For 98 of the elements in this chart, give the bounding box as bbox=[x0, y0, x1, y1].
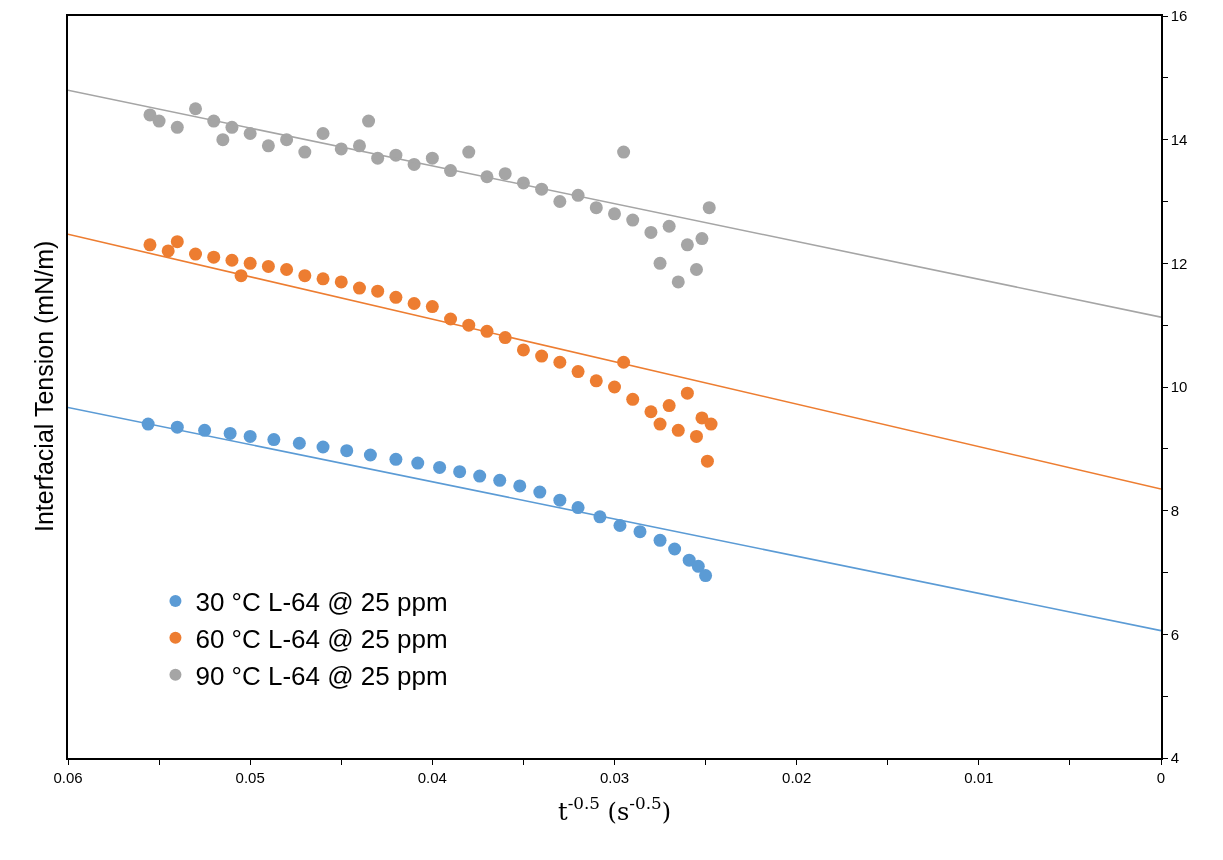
y-tick-label: 8 bbox=[1170, 501, 1180, 519]
x-tick-label: 0.02 bbox=[782, 768, 812, 786]
point bbox=[280, 263, 294, 277]
point bbox=[216, 133, 230, 147]
point bbox=[207, 250, 221, 264]
point bbox=[243, 429, 257, 443]
point bbox=[371, 284, 385, 298]
point bbox=[316, 440, 330, 454]
point bbox=[389, 290, 403, 304]
x-tick-label: 0.06 bbox=[53, 768, 83, 786]
y-tick-label: 4 bbox=[1170, 749, 1180, 767]
point bbox=[433, 460, 447, 474]
y-tick-label: 10 bbox=[1170, 378, 1188, 396]
point bbox=[699, 569, 713, 583]
point bbox=[589, 374, 603, 388]
x-tick-label: 0.04 bbox=[417, 768, 447, 786]
point bbox=[680, 238, 694, 252]
point bbox=[411, 456, 425, 470]
point bbox=[533, 485, 547, 499]
point bbox=[243, 256, 257, 270]
point bbox=[316, 272, 330, 286]
point bbox=[695, 232, 709, 246]
point bbox=[267, 433, 281, 447]
point bbox=[407, 297, 421, 311]
point bbox=[170, 120, 184, 134]
point bbox=[700, 454, 714, 468]
point bbox=[170, 235, 184, 249]
point bbox=[462, 145, 476, 159]
point bbox=[613, 519, 627, 532]
point bbox=[689, 429, 703, 443]
y-tick-label: 6 bbox=[1170, 625, 1180, 643]
point bbox=[626, 392, 640, 406]
x-axis-title: t$^{-0.5}$ (s$^{-0.5}$) bbox=[557, 793, 672, 826]
point bbox=[316, 126, 330, 140]
point bbox=[702, 201, 716, 215]
point bbox=[453, 465, 467, 479]
point bbox=[498, 167, 512, 181]
y-axis-title: Interfacial Tension (mN/m) bbox=[30, 240, 58, 532]
point bbox=[571, 365, 585, 379]
point bbox=[633, 525, 647, 539]
point bbox=[653, 256, 667, 270]
point bbox=[161, 244, 175, 258]
point bbox=[189, 102, 203, 116]
point bbox=[689, 263, 703, 277]
point bbox=[223, 426, 237, 440]
y-tick-label: 16 bbox=[1170, 7, 1188, 25]
point bbox=[668, 542, 682, 556]
point bbox=[261, 139, 275, 153]
point bbox=[608, 380, 621, 394]
point bbox=[493, 473, 507, 487]
point bbox=[143, 238, 157, 252]
point bbox=[626, 213, 640, 227]
point bbox=[535, 349, 549, 363]
point bbox=[662, 399, 676, 413]
point bbox=[653, 417, 667, 431]
point bbox=[608, 207, 621, 221]
point bbox=[425, 300, 439, 314]
point bbox=[589, 201, 603, 215]
point bbox=[473, 469, 487, 483]
point bbox=[617, 145, 631, 159]
point bbox=[553, 355, 567, 369]
point bbox=[261, 259, 275, 273]
x-tick-label: 0 bbox=[1156, 768, 1166, 786]
point bbox=[298, 269, 312, 283]
point bbox=[644, 405, 658, 419]
point bbox=[680, 386, 694, 400]
point bbox=[671, 423, 685, 437]
y-tick-label: 12 bbox=[1170, 254, 1188, 272]
point bbox=[671, 275, 685, 289]
point bbox=[298, 145, 312, 159]
x-tick-label: 0.03 bbox=[599, 768, 630, 786]
point bbox=[363, 448, 377, 462]
legend-label: 90 °C L-64 @ 25 ppm bbox=[195, 660, 448, 691]
point bbox=[513, 479, 527, 493]
point bbox=[662, 219, 676, 233]
point bbox=[704, 417, 718, 431]
point bbox=[243, 126, 257, 140]
point bbox=[152, 114, 166, 128]
point bbox=[653, 533, 667, 547]
y-tick-label: 14 bbox=[1170, 130, 1188, 148]
point bbox=[553, 493, 567, 507]
point bbox=[362, 114, 376, 128]
point bbox=[553, 195, 567, 208]
point bbox=[425, 151, 439, 165]
point bbox=[691, 559, 705, 573]
legend-label: 30 °C L-64 @ 25 ppm bbox=[195, 587, 448, 618]
point bbox=[225, 253, 239, 267]
point bbox=[189, 247, 203, 261]
point bbox=[516, 343, 530, 357]
x-tick-label: 0.05 bbox=[235, 768, 265, 786]
point bbox=[292, 436, 306, 450]
point bbox=[352, 281, 366, 295]
legend-label: 60 °C L-64 @ 25 ppm bbox=[195, 623, 448, 654]
point bbox=[389, 452, 403, 466]
point bbox=[340, 444, 354, 458]
x-tick-label: 0.01 bbox=[964, 768, 994, 786]
point bbox=[644, 225, 658, 239]
point bbox=[334, 275, 348, 289]
